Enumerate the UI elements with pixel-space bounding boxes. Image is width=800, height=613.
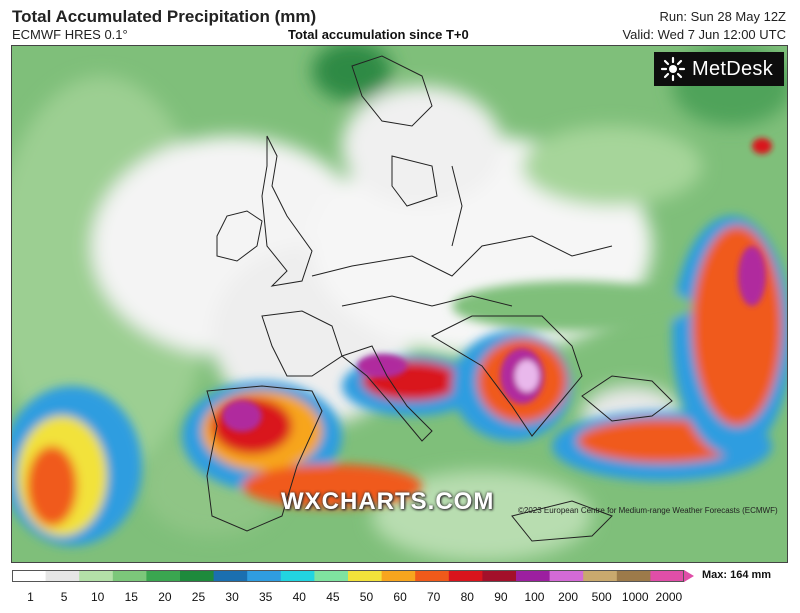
wxcharts-watermark: WXCHARTS.COM [281, 488, 495, 515]
colorbar-segment [650, 570, 685, 582]
colorbar-ticks: 1 5 10 15 20 25 30 35 40 45 50 60 70 80 90 100 200 500 100… [12, 590, 694, 606]
colorbar-segment [146, 570, 181, 582]
colorbar-tick-label: 1 [27, 590, 34, 604]
colorbar-segment [12, 570, 47, 582]
metdesk-logo: MetDesk [654, 52, 784, 86]
colorbar-segment [381, 570, 416, 582]
colorbar-segment [415, 570, 450, 582]
precip-field-high [222, 138, 772, 432]
colorbar-segment [448, 570, 483, 582]
colorbar-segment [112, 570, 147, 582]
precipitation-map[interactable]: MetDesk [11, 45, 788, 563]
chart-subtitle: Total accumulation since T+0 [288, 27, 469, 42]
colorbar-tick-label: 5 [60, 590, 68, 604]
colorbar-tick-label: 15 [124, 590, 138, 604]
colorbar-tick-label: 1000 [621, 590, 649, 604]
colorbar-tick-label: 40 [292, 590, 306, 604]
colorbar-tick-label: 70 [426, 590, 441, 604]
copyright-notice: ©2023 European Centre for Medium-range W… [518, 506, 778, 515]
colorbar-segment [79, 570, 114, 582]
model-label: ECMWF HRES 0.1° [12, 27, 128, 42]
colorbar-tick-label: 10 [90, 590, 105, 604]
colorbar-tick-label: 2000 [655, 590, 683, 604]
valid-time: Valid: Wed 7 Jun 12:00 UTC [622, 27, 786, 42]
colorbar-segment [180, 570, 215, 582]
metdesk-logo-icon [660, 56, 686, 82]
header: Total Accumulated Precipitation (mm) ECM… [0, 0, 800, 46]
precip-field-low [12, 46, 787, 561]
colorbar [12, 570, 694, 582]
chart-title: Total Accumulated Precipitation (mm) [12, 7, 317, 26]
colorbar-segment [616, 570, 651, 582]
metdesk-logo-text: MetDesk [692, 57, 774, 80]
colorbar-segment [213, 570, 248, 582]
colorbar-tick-label: 45 [326, 590, 340, 604]
colorbar-segment [482, 570, 517, 582]
colorbar-tick-label: 60 [393, 590, 407, 604]
colorbar-segment [549, 570, 584, 582]
max-value-label: Max: 164 mm [702, 569, 772, 581]
colorbar-tick-label: 20 [158, 590, 172, 604]
colorbar-outline [12, 570, 684, 582]
colorbar-segment [45, 570, 80, 582]
colorbar-arrow [684, 570, 694, 582]
colorbar-tick-label: 500 [591, 590, 612, 604]
colorbar-tick-label: 50 [359, 590, 374, 604]
colorbar-segment [583, 570, 618, 582]
colorbar-tick-label: 80 [460, 590, 474, 604]
colorbar-segment [348, 570, 383, 582]
map-canvas [12, 46, 787, 562]
colorbar-segment [247, 570, 282, 582]
coastlines [206, 55, 673, 542]
run-time: Run: Sun 28 May 12Z [659, 9, 786, 24]
colorbar-tick-label: 30 [225, 590, 239, 604]
colorbar-tick-label: 100 [524, 590, 545, 604]
colorbar-tick-label: 35 [258, 590, 273, 604]
precip-field-mid [12, 216, 787, 546]
colorbar-segment [314, 570, 349, 582]
colorbar-tick-label: 200 [558, 590, 579, 604]
colorbar-tick-label: 90 [494, 590, 508, 604]
colorbar-segment [280, 570, 315, 582]
colorbar-tick-label: 25 [191, 590, 206, 604]
colorbar-segment [516, 570, 551, 582]
